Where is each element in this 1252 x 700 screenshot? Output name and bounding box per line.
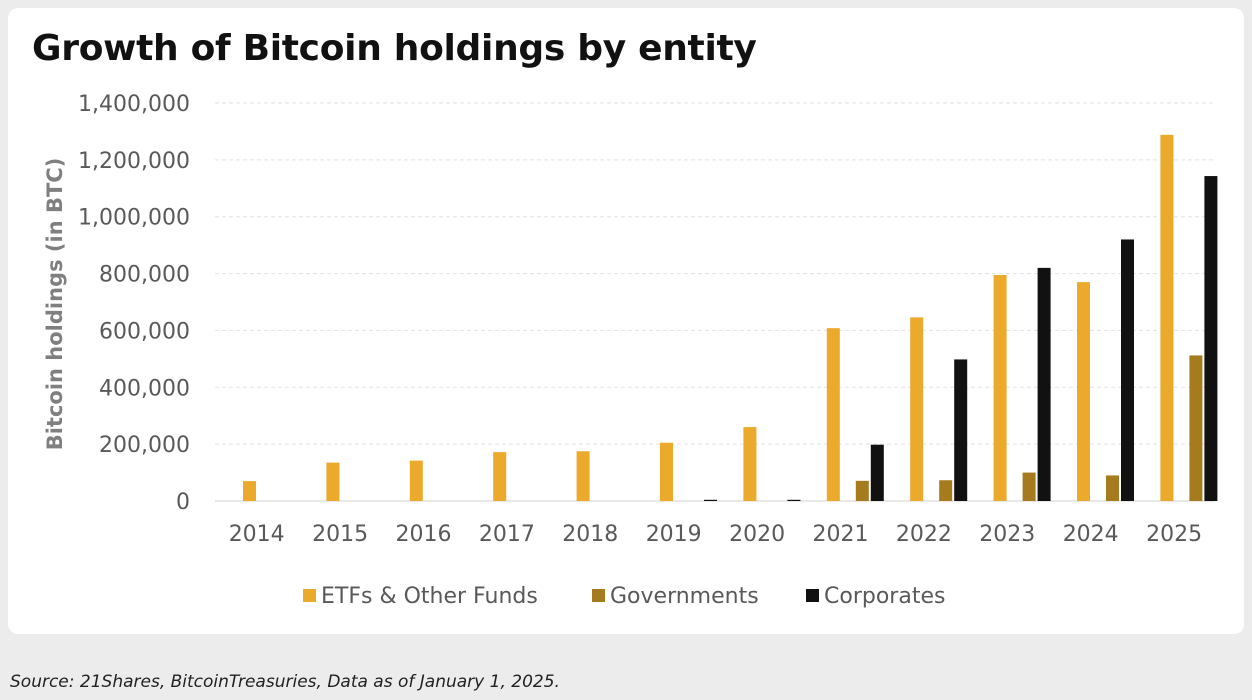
bar-corporates-2022 [954, 359, 968, 501]
bar-governments-2021 [855, 480, 869, 501]
bar-etfs-other-funds-2018 [576, 451, 590, 501]
x-tick-label: 2015 [312, 522, 368, 547]
chart-title: Growth of Bitcoin holdings by entity [32, 28, 757, 69]
source-note: Source: 21Shares, BitcoinTreasuries, Dat… [10, 672, 560, 692]
x-tick-label: 2017 [479, 522, 535, 547]
y-tick-label: 800,000 [99, 263, 190, 288]
bar-etfs-other-funds-2016 [409, 460, 423, 501]
bar-corporates-2023 [1037, 267, 1051, 501]
x-tick-label: 2023 [979, 522, 1035, 547]
x-tick-label: 2022 [896, 522, 952, 547]
bar-governments-2024 [1106, 475, 1119, 501]
bar-governments-2023 [1022, 472, 1036, 501]
bar-governments-2025 [1189, 355, 1203, 501]
bar-corporates-2024 [1121, 239, 1134, 501]
y-tick-label: 1,200,000 [78, 149, 190, 174]
bar-etfs-other-funds-2014 [243, 481, 256, 501]
y-tick-label: 0 [176, 490, 190, 515]
legend-swatch [303, 589, 316, 602]
x-tick-label: 2019 [646, 522, 702, 547]
x-tick-label: 2020 [729, 522, 785, 547]
y-tick-label: 1,000,000 [78, 206, 190, 231]
bar-etfs-other-funds-2024 [1077, 282, 1090, 501]
bar-etfs-other-funds-2023 [993, 274, 1007, 501]
bar-etfs-other-funds-2021 [826, 328, 840, 501]
x-tick-label: 2014 [229, 522, 285, 547]
legend-label: ETFs & Other Funds [321, 584, 538, 609]
legend-label: Governments [610, 584, 759, 609]
bar-etfs-other-funds-2017 [493, 452, 507, 501]
bar-corporates-2019 [704, 499, 717, 501]
bar-corporates-2020 [787, 499, 801, 501]
bar-corporates-2021 [870, 444, 884, 501]
y-tick-label: 600,000 [99, 319, 190, 344]
bar-governments-2022 [939, 480, 953, 501]
y-tick-label: 200,000 [99, 433, 190, 458]
legend-swatch [592, 589, 605, 602]
x-tick-label: 2024 [1063, 522, 1119, 547]
legend-swatch [806, 589, 819, 602]
bar-etfs-other-funds-2015 [326, 462, 340, 501]
bar-etfs-other-funds-2020 [743, 427, 757, 501]
x-tick-label: 2016 [396, 522, 452, 547]
y-tick-label: 400,000 [99, 376, 190, 401]
legend-label: Corporates [824, 584, 945, 609]
x-tick-label: 2021 [813, 522, 869, 547]
x-tick-label: 2025 [1146, 522, 1202, 547]
bar-etfs-other-funds-2025 [1160, 134, 1174, 501]
y-axis-label: Bitcoin holdings (in BTC) [43, 158, 67, 451]
x-tick-label: 2018 [562, 522, 618, 547]
bar-etfs-other-funds-2019 [660, 442, 673, 501]
y-tick-label: 1,400,000 [78, 92, 190, 117]
bar-etfs-other-funds-2022 [910, 317, 924, 501]
bar-corporates-2025 [1204, 176, 1218, 501]
